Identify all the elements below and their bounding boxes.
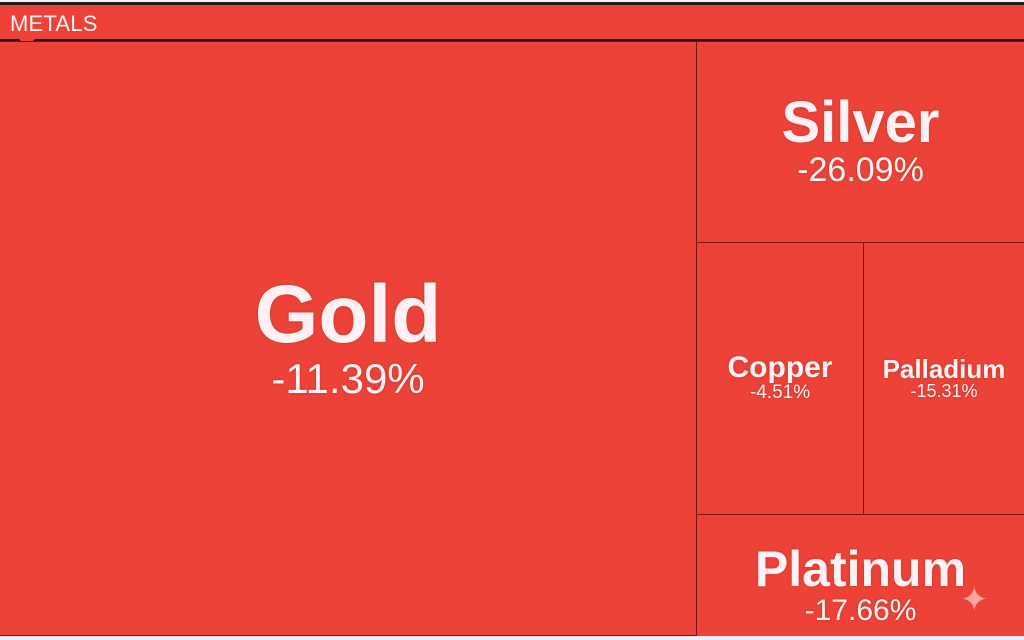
- tile-change: -4.51%: [749, 382, 811, 404]
- tile-name: Gold: [254, 269, 442, 361]
- sparkle-icon: ✦: [960, 581, 989, 619]
- tile-change: -17.66%: [804, 594, 917, 627]
- tile-change: -15.31%: [910, 380, 978, 401]
- group-title: METALS: [10, 11, 98, 36]
- tile-palladium[interactable]: Palladium -15.31%: [863, 242, 1024, 515]
- tile-name: Copper: [727, 351, 833, 385]
- tile-name: Platinum: [754, 541, 967, 597]
- tile-copper[interactable]: Copper -4.51%: [696, 242, 864, 515]
- tile-silver[interactable]: Silver -26.09%: [696, 41, 1024, 243]
- top-border: [0, 0, 1024, 5]
- tile-gold[interactable]: Gold -11.39%: [0, 41, 697, 636]
- tile-platinum[interactable]: Platinum -17.66%: [696, 514, 1024, 636]
- group-header[interactable]: METALS: [0, 5, 1024, 41]
- tile-name: Palladium: [882, 353, 1006, 384]
- tile-name: Silver: [781, 90, 940, 156]
- tile-change: -26.09%: [797, 151, 924, 190]
- tile-change: -11.39%: [271, 355, 425, 403]
- treemap: Gold -11.39% Silver -26.09% Copper -4.51…: [0, 41, 1024, 636]
